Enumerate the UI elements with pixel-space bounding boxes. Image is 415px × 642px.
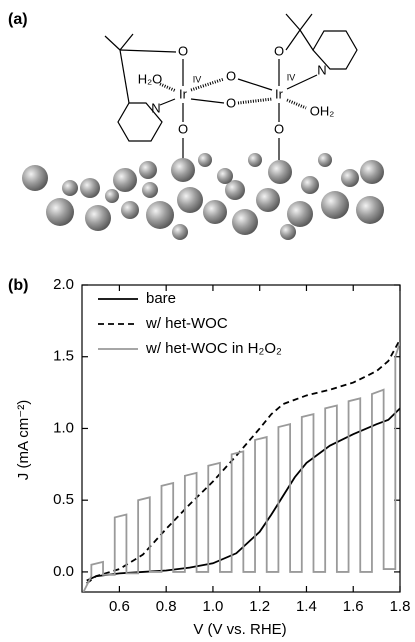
atom-label: O [178,43,188,58]
data-line [86,339,400,585]
chart: (b) V (V vs. RHE) J (mA cm⁻²) 0.0 0.5 1.0 1… [8,276,410,638]
panel-label: (b) [8,277,28,294]
y-tick-label: 2.0 [53,276,74,293]
bond [285,13,301,31]
atom-label: Ir [275,86,284,101]
x-tick-label: 1.8 [390,598,411,615]
structure: (a) H₂O Ir IV O N O O O Ir IV O N OH₂ O [8,11,384,240]
atom-label: Ir [179,86,188,101]
x-tick-label: 0.6 [109,598,130,615]
y-tick-label: 0.5 [53,491,74,508]
atom-label: OH₂ [310,103,335,118]
x-tick-label: 1.4 [296,598,317,615]
bond [159,82,177,93]
ring [117,102,163,142]
atom-label: O [178,121,188,136]
atom-label: IV [193,74,202,84]
bond [286,74,318,90]
atom-label: O [226,68,236,83]
x-tick-label: 0.8 [156,598,177,615]
data-line [82,342,400,592]
atom-label: O [226,95,236,110]
bond [237,78,273,91]
x-axis-label: V (V vs. RHE) [193,621,286,638]
bond [119,49,177,53]
bond [299,29,314,51]
y-tick-label: 0.0 [53,563,74,580]
atom-label: H₂O [138,71,163,86]
atom-label: IV [287,72,296,82]
bond [190,77,225,92]
bond [119,49,130,104]
bond [299,13,313,31]
x-tick-label: 1.0 [203,598,224,615]
plot-frame [81,284,401,593]
x-tick-label: 1.2 [249,598,270,615]
bond [190,98,225,104]
bond [104,35,121,51]
x-tick-label: 1.6 [343,598,364,615]
atom-label: N [151,100,160,115]
bond [159,98,176,106]
legend-label: bare [146,290,176,307]
legend-label: w/ het-WOC [145,315,228,332]
y-axis-label: J (mA cm⁻²) [15,400,32,480]
y-tick-label: 1.5 [53,348,74,365]
atom-label: O [274,43,284,58]
bond [285,29,301,51]
legend-label: w/ het-WOC in H₂O₂ [145,340,282,357]
spheres [22,153,384,240]
bond [286,98,307,110]
panel-label: (a) [8,11,28,28]
atom-label: O [274,121,284,136]
bond [237,97,273,105]
y-tick-label: 1.0 [53,419,74,436]
bond [119,33,134,51]
atom-label: N [317,62,326,77]
